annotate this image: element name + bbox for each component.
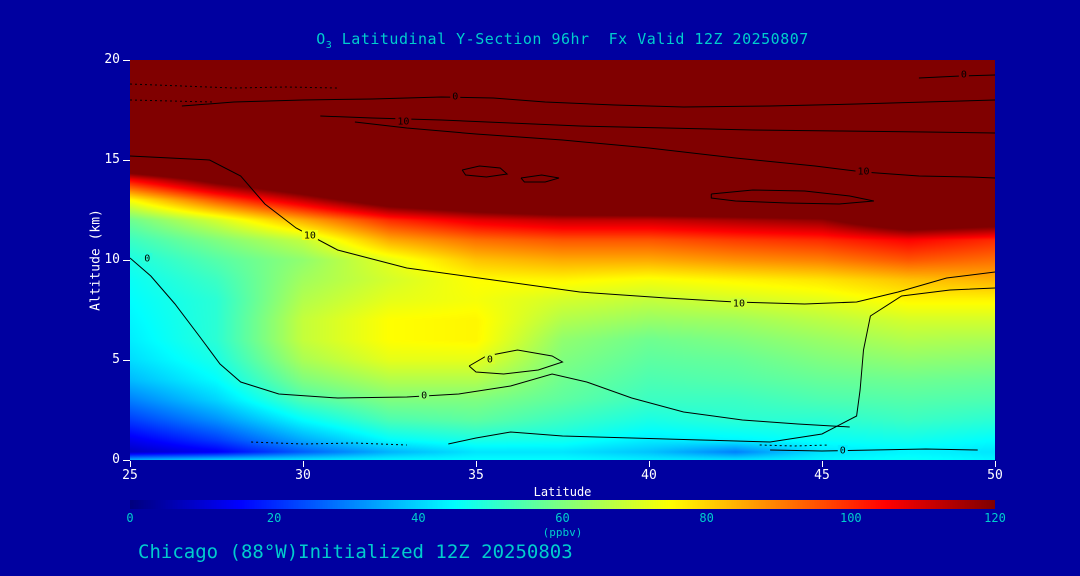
colorbar-tick-label: 100	[839, 511, 862, 525]
x-tick-label: 40	[641, 468, 657, 483]
x-tick-mark	[822, 461, 823, 467]
x-tick-label: 50	[987, 468, 1003, 483]
plot-title-element: O	[316, 30, 326, 48]
plot-title-subscript: 3	[325, 40, 333, 51]
colorbar-tick-label: 0	[126, 511, 134, 525]
y-tick-mark	[123, 360, 130, 361]
y-tick-mark	[123, 460, 130, 461]
x-tick-label: 25	[122, 468, 138, 483]
x-tick-label: 45	[814, 468, 830, 483]
x-tick-label: 35	[468, 468, 484, 483]
colorbar-tick-label: 120	[984, 511, 1006, 525]
colorbar-tick-label: 80	[699, 511, 714, 525]
y-tick-label: 20	[104, 52, 120, 67]
colorbar	[130, 500, 995, 509]
x-tick-mark	[476, 461, 477, 467]
plot-area: 10 10 0 0 0 0 10 10 0 0	[130, 60, 995, 460]
colorbar-tick-label: 20	[266, 511, 282, 525]
x-tick-mark	[130, 461, 131, 467]
y-tick-label: 10	[104, 252, 120, 267]
y-tick-label: 5	[112, 352, 120, 367]
x-tick-label: 30	[295, 468, 311, 483]
colorbar-tick-label: 60	[555, 511, 570, 525]
y-tick-label: 15	[104, 152, 120, 167]
x-tick-mark	[995, 461, 996, 467]
colorbar-tick-label: 40	[411, 511, 426, 525]
y-tick-mark	[123, 60, 130, 61]
y-tick-mark	[123, 160, 130, 161]
plot-title: O3 Latitudinal Y-Section 96hr Fx Valid 1…	[130, 30, 995, 51]
plot-title-rest: Latitudinal Y-Section 96hr Fx Valid 12Z …	[332, 30, 809, 48]
x-tick-mark	[303, 461, 304, 467]
colorbar-units: (ppbv)	[542, 526, 583, 539]
y-tick-label: 0	[112, 452, 120, 467]
heatmap-canvas	[130, 60, 995, 460]
caption: Chicago (88°W)Initialized 12Z 20250803	[138, 541, 573, 563]
x-axis-label: Latitude	[533, 485, 592, 499]
y-tick-mark	[123, 260, 130, 261]
x-tick-mark	[649, 461, 650, 467]
